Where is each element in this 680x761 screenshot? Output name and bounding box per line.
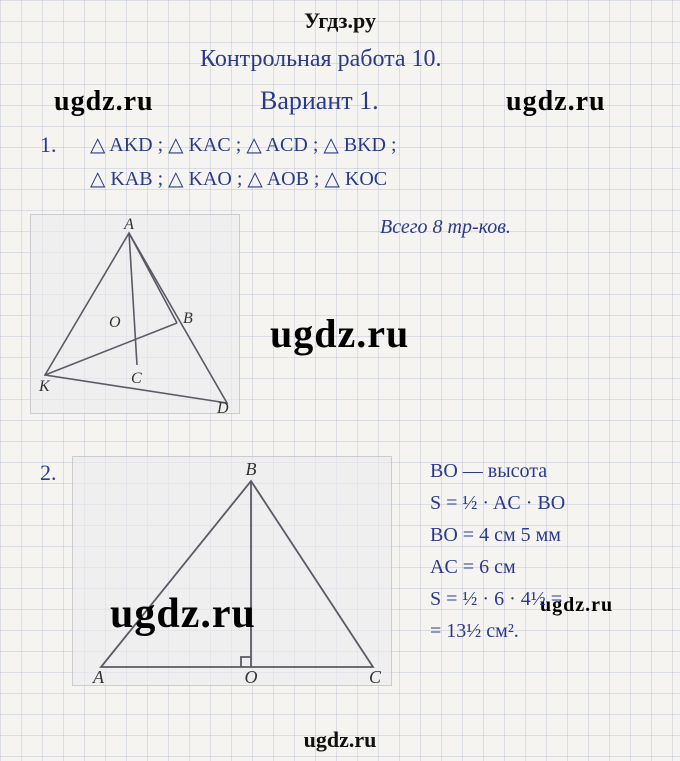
problem1-number: 1. — [40, 132, 57, 158]
problem1-line2: △ KAB ; △ KAO ; △ AOB ; △ KOC — [90, 166, 387, 191]
fig1-label-C: C — [131, 370, 142, 387]
problem1-figure: A K D B C O — [30, 214, 240, 414]
problem1-svg: A K D B C O — [31, 215, 241, 415]
fig2-label-C: C — [369, 667, 382, 687]
page-footer: ugdz.ru — [0, 727, 680, 753]
watermark-big: ugdz.ru — [110, 590, 256, 638]
fig2-label-A: A — [92, 667, 105, 687]
watermark-top-left: ugdz.ru — [54, 86, 154, 118]
eq-line-6: = 13½ см². — [430, 615, 565, 647]
fig1-label-A: A — [123, 216, 134, 233]
fig1-label-O: O — [109, 314, 121, 331]
problem2-equations: BO — высота S = ½ · AC · BO BO = 4 см 5 … — [430, 455, 565, 647]
watermark-top-right: ugdz.ru — [506, 86, 606, 118]
eq-line-5: S = ½ · 6 · 4½ = — [430, 583, 565, 615]
eq-line-2: S = ½ · AC · BO — [430, 487, 565, 519]
problem2-svg: A B C O — [73, 457, 393, 687]
main-title: Контрольная работа 10. — [200, 46, 442, 73]
fig1-label-D: D — [216, 400, 229, 415]
problem2-number: 2. — [40, 460, 57, 486]
page-header: Угдз.ру — [0, 8, 680, 34]
fig2-label-B: B — [246, 459, 257, 479]
eq-line-3: BO = 4 см 5 мм — [430, 519, 565, 551]
eq-line-1: BO — высота — [430, 455, 565, 487]
watermark-mid: ugdz.ru — [270, 310, 409, 357]
problem1-line1: △ AKD ; △ KAC ; △ ACD ; △ BKD ; — [90, 132, 397, 157]
fig1-label-K: K — [38, 378, 51, 395]
variant-title: Вариант 1. — [260, 86, 379, 116]
problem2-figure: A B C O — [72, 456, 392, 686]
fig1-label-B: B — [183, 310, 193, 327]
eq-line-4: AC = 6 см — [430, 551, 565, 583]
fig2-label-O: O — [245, 667, 258, 687]
problem1-summary: Всего 8 тр-ков. — [380, 216, 511, 239]
